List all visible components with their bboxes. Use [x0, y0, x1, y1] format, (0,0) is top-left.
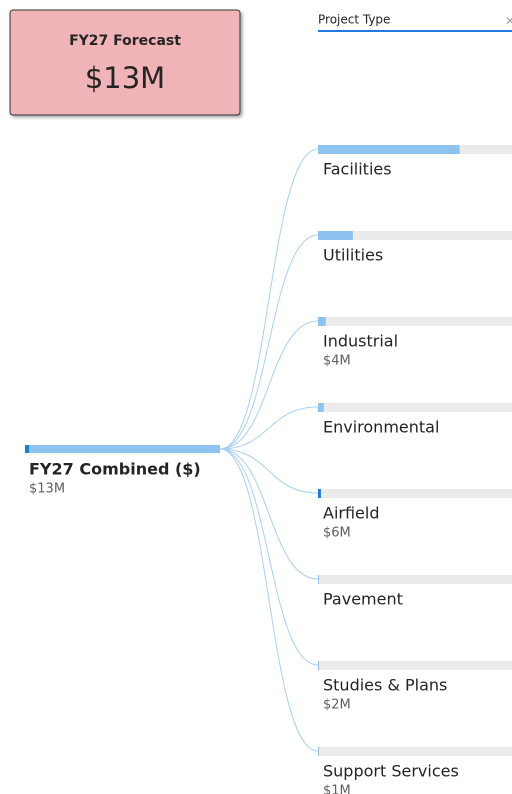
node-label: Environmental — [323, 418, 439, 437]
connector — [219, 406, 319, 450]
card-value: $13M — [85, 61, 165, 95]
node-value: $2M — [323, 698, 351, 713]
bar — [318, 747, 319, 756]
connector — [219, 448, 319, 580]
connector — [219, 320, 319, 450]
bar-track — [318, 231, 512, 240]
root-bar-accent — [25, 445, 29, 453]
node-value: $1M — [323, 784, 351, 794]
connector — [219, 448, 319, 752]
node-label: Facilities — [323, 160, 392, 179]
node-label: Pavement — [323, 590, 403, 609]
node-label: Airfield — [323, 504, 380, 523]
bar — [318, 661, 319, 670]
root-label: FY27 Combined ($) — [29, 460, 201, 479]
root-value: $13M — [29, 482, 65, 497]
connector — [219, 234, 319, 450]
bar — [318, 317, 326, 326]
bar — [318, 403, 324, 412]
bar — [318, 231, 353, 240]
filter-label: Project Type — [318, 13, 390, 27]
bar-track — [318, 403, 512, 412]
bar-track — [318, 489, 512, 498]
connector — [219, 448, 319, 494]
connector — [219, 448, 319, 666]
bar-track — [318, 575, 512, 584]
node-value: $4M — [323, 354, 351, 369]
bar-track — [318, 661, 512, 670]
bar — [318, 145, 460, 154]
forecast-card — [9, 9, 241, 116]
root-bar — [25, 445, 220, 453]
bar — [318, 489, 321, 498]
connector — [219, 148, 319, 450]
node-label: Utilities — [323, 246, 383, 265]
bar-track — [318, 317, 512, 326]
node-label: Industrial — [323, 332, 398, 351]
node-label: Studies & Plans — [323, 676, 447, 695]
node-value: $6M — [323, 526, 351, 541]
bar — [318, 575, 319, 584]
node-label: Support Services — [323, 762, 459, 781]
card-title: FY27 Forecast — [69, 33, 181, 49]
bar-track — [318, 747, 512, 756]
filter-close[interactable]: × — [505, 14, 512, 28]
